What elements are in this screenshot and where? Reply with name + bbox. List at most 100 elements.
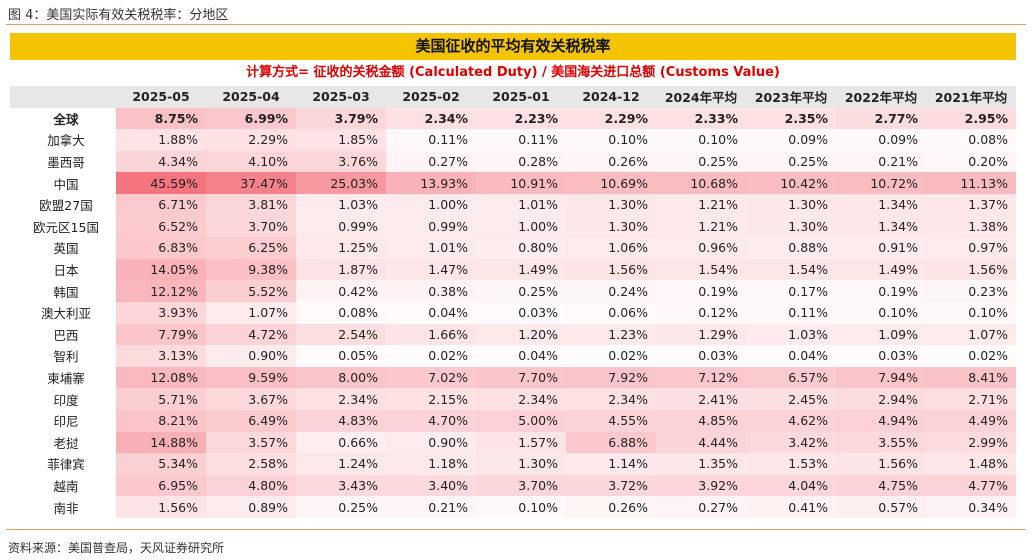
tariff-rate-cell: 0.57% bbox=[836, 496, 926, 518]
tariff-rate-cell: 2.34% bbox=[386, 107, 476, 130]
tariff-rate-cell: 10.69% bbox=[566, 172, 656, 194]
tariff-rate-cell: 5.00% bbox=[476, 409, 566, 432]
tariff-rate-cell: 6.71% bbox=[116, 193, 206, 216]
tariff-rate-cell: 25.03% bbox=[296, 172, 386, 194]
tariff-rate-cell: 2.34% bbox=[296, 388, 386, 410]
region-name: 老挝 bbox=[53, 435, 79, 451]
table-row: 英国 6.83% 6.25% 1.25% 1.01% 0.80% 1.06% 0.96% 0.8… bbox=[10, 237, 1016, 259]
tariff-rate-cell: 0.25% bbox=[296, 496, 386, 518]
tariff-rate-cell: 0.38% bbox=[386, 280, 476, 302]
region-name: 越南 bbox=[53, 478, 79, 494]
tariff-rate-cell: 8.00% bbox=[296, 366, 386, 389]
column-header: 2025-04 bbox=[206, 86, 296, 108]
tariff-rate-cell: 0.66% bbox=[296, 431, 386, 454]
tariff-rate-cell: 1.30% bbox=[746, 193, 836, 216]
tariff-rate-cell: 0.21% bbox=[836, 150, 926, 173]
tariff-rate-cell: 4.10% bbox=[206, 150, 296, 173]
tariff-rate-cell: 0.03% bbox=[656, 345, 746, 367]
table-row: 菲律宾 5.34% 2.58% 1.24% 1.18% 1.30% 1.14% 1.35% 1.… bbox=[10, 453, 1016, 475]
tariff-rate-cell: 0.88% bbox=[746, 237, 836, 259]
tariff-rate-cell: 3.70% bbox=[476, 474, 566, 497]
tariff-rate-cell: 0.10% bbox=[656, 129, 746, 151]
tariff-rate-cell: 0.99% bbox=[386, 215, 476, 238]
tariff-rate-cell: 0.10% bbox=[926, 301, 1016, 324]
tariff-rate-cell: 2.54% bbox=[296, 323, 386, 346]
tariff-rate-cell: 0.05% bbox=[296, 345, 386, 367]
tariff-rate-cell: 0.26% bbox=[566, 150, 656, 173]
tariff-rate-cell: 1.34% bbox=[836, 193, 926, 216]
tariff-rate-cell: 8.41% bbox=[926, 366, 1016, 389]
tariff-rate-cell: 3.40% bbox=[386, 474, 476, 497]
region-name: 南非 bbox=[53, 500, 79, 516]
table-row: 老挝 14.88% 3.57% 0.66% 0.90% 1.57% 6.88% 4.44% 3.… bbox=[10, 431, 1016, 454]
tariff-rate-cell: 0.21% bbox=[386, 496, 476, 518]
tariff-rate-cell: 0.25% bbox=[746, 150, 836, 173]
tariff-rate-cell: 0.08% bbox=[926, 129, 1016, 151]
tariff-rate-cell: 4.44% bbox=[656, 431, 746, 454]
table-row: 南非 1.56% 0.89% 0.25% 0.21% 0.10% 0.26% 0.27% 0.4… bbox=[10, 496, 1016, 518]
table-row: 全球 8.75% 6.99% 3.79% 2.34% 2.23% 2.29% 2.33% 2.3… bbox=[10, 107, 1016, 130]
tariff-rate-cell: 0.96% bbox=[656, 237, 746, 259]
tariff-rate-cell: 1.25% bbox=[296, 237, 386, 259]
table-row: 巴西 7.79% 4.72% 2.54% 1.66% 1.20% 1.23% 1.29% 1.0… bbox=[10, 323, 1016, 346]
table-row: 中国 45.59% 37.47% 25.03% 13.93% 10.91% 10.69% 10… bbox=[10, 172, 1016, 194]
tariff-rate-cell: 0.20% bbox=[926, 150, 1016, 173]
tariff-rate-cell: 2.35% bbox=[746, 107, 836, 130]
tariff-rate-cell: 1.66% bbox=[386, 323, 476, 346]
tariff-rate-cell: 1.56% bbox=[836, 453, 926, 475]
tariff-rate-cell: 0.19% bbox=[656, 280, 746, 302]
tariff-rate-cell: 4.49% bbox=[926, 409, 1016, 432]
tariff-rate-cell: 0.02% bbox=[566, 345, 656, 367]
tariff-rate-cell: 0.91% bbox=[836, 237, 926, 259]
tariff-rate-cell: 1.48% bbox=[926, 453, 1016, 475]
tariff-rate-cell: 2.33% bbox=[656, 107, 746, 130]
tariff-rate-cell: 4.70% bbox=[386, 409, 476, 432]
tariff-rate-cell: 1.30% bbox=[746, 215, 836, 238]
tariff-rate-cell: 4.55% bbox=[566, 409, 656, 432]
table-row: 日本 14.05% 9.38% 1.87% 1.47% 1.49% 1.56% 1.54% 1.… bbox=[10, 258, 1016, 281]
region-name: 欧元区15国 bbox=[33, 219, 99, 235]
bottom-divider bbox=[6, 529, 1026, 530]
tariff-rate-cell: 6.95% bbox=[116, 474, 206, 497]
tariff-rate-cell: 13.93% bbox=[386, 172, 476, 194]
tariff-rate-cell: 0.27% bbox=[386, 150, 476, 173]
table-header: 2025-05 2025-04 2025-03 2025-02 2025-01 2024-… bbox=[10, 86, 1016, 108]
tariff-rate-cell: 0.10% bbox=[836, 301, 926, 324]
tariff-rate-cell: 0.17% bbox=[746, 280, 836, 302]
table-row: 澳大利亚 3.93% 1.07% 0.08% 0.04% 0.03% 0.06% 0.12% 0… bbox=[10, 301, 1016, 324]
tariff-rate-cell: 3.55% bbox=[836, 431, 926, 454]
tariff-rate-cell: 4.83% bbox=[296, 409, 386, 432]
tariff-rate-cell: 3.67% bbox=[206, 388, 296, 410]
tariff-rate-cell: 6.25% bbox=[206, 237, 296, 259]
tariff-rate-cell: 3.92% bbox=[656, 474, 746, 497]
tariff-rate-cell: 2.71% bbox=[926, 388, 1016, 410]
region-name: 墨西哥 bbox=[47, 155, 85, 171]
tariff-rate-cell: 3.13% bbox=[116, 345, 206, 367]
tariff-rate-cell: 1.54% bbox=[746, 258, 836, 281]
column-header: 2023年平均 bbox=[746, 86, 836, 108]
tariff-rate-cell: 0.09% bbox=[746, 129, 836, 151]
tariff-rate-cell: 1.37% bbox=[926, 193, 1016, 216]
tariff-rate-cell: 3.76% bbox=[296, 150, 386, 173]
tariff-rate-cell: 3.43% bbox=[296, 474, 386, 497]
column-header: 2025-03 bbox=[296, 86, 386, 108]
tariff-rate-cell: 4.85% bbox=[656, 409, 746, 432]
tariff-rate-cell: 1.34% bbox=[836, 215, 926, 238]
tariff-rate-cell: 1.88% bbox=[116, 129, 206, 151]
tariff-rate-cell: 12.08% bbox=[116, 366, 206, 389]
tariff-rate-cell: 1.47% bbox=[386, 258, 476, 281]
table-row: 韩国 12.12% 5.52% 0.42% 0.38% 0.25% 0.24% 0.19% 0.… bbox=[10, 280, 1016, 302]
tariff-rate-cell: 0.89% bbox=[206, 496, 296, 518]
tariff-rate-cell: 4.94% bbox=[836, 409, 926, 432]
tariff-rate-cell: 37.47% bbox=[206, 172, 296, 194]
tariff-rate-cell: 9.59% bbox=[206, 366, 296, 389]
tariff-rate-cell: 4.80% bbox=[206, 474, 296, 497]
tariff-rate-cell: 7.12% bbox=[656, 366, 746, 389]
table-row: 加拿大 1.88% 2.29% 1.85% 0.11% 0.11% 0.10% 0.10% 0.… bbox=[10, 129, 1016, 151]
tariff-rate-cell: 0.03% bbox=[476, 301, 566, 324]
tariff-rate-cell: 1.14% bbox=[566, 453, 656, 475]
table-banner: 美国征收的平均有效关税税率 bbox=[10, 33, 1016, 60]
tariff-rate-cell: 0.03% bbox=[836, 345, 926, 367]
region-name: 中国 bbox=[53, 176, 79, 192]
region-name: 日本 bbox=[53, 263, 79, 279]
